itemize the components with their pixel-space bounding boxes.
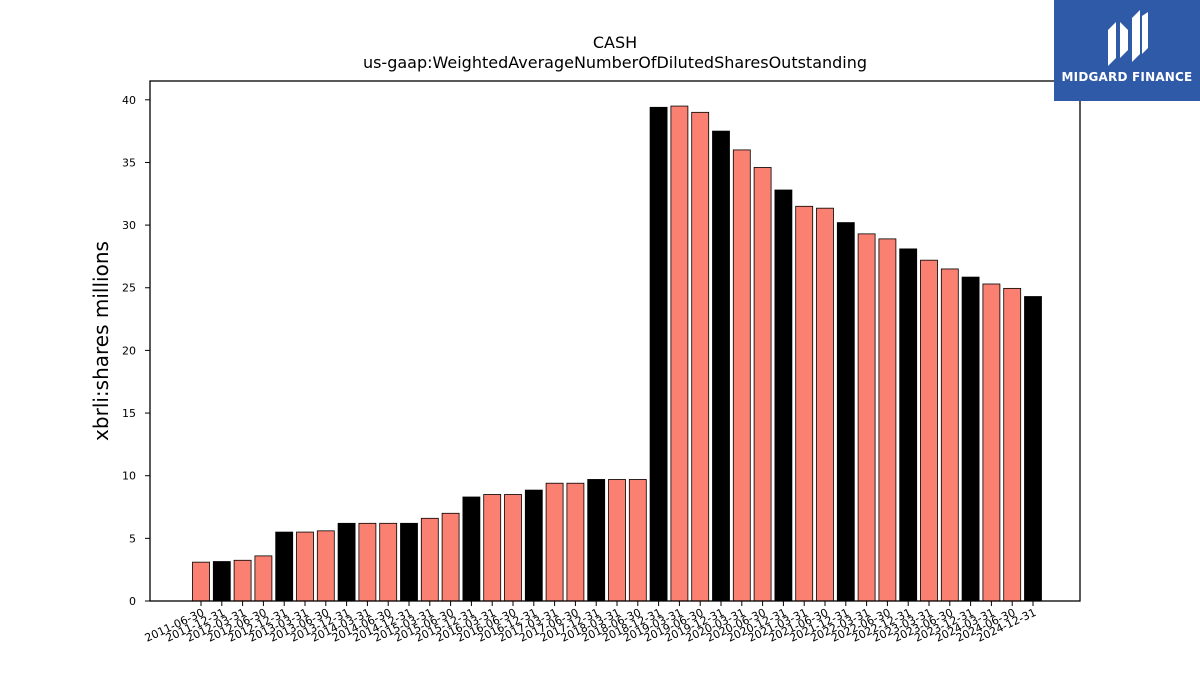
bar xyxy=(504,494,522,602)
bar xyxy=(483,494,502,602)
bar xyxy=(296,531,314,602)
bar xyxy=(587,479,606,602)
plot-frame xyxy=(149,80,1081,602)
bar xyxy=(566,482,585,602)
bar xyxy=(732,149,751,602)
y-tick-label: 30 xyxy=(122,219,136,232)
bar xyxy=(628,479,647,602)
y-tick-label: 25 xyxy=(122,282,136,295)
bar xyxy=(878,238,897,602)
y-ticks-group: 0 5 10 15 20 25 30 35 40 xyxy=(122,94,150,608)
bar xyxy=(608,479,626,602)
bar xyxy=(545,482,564,602)
bar xyxy=(1003,287,1022,602)
bar xyxy=(358,522,377,602)
bar xyxy=(753,167,772,602)
bar xyxy=(982,283,1001,602)
bar xyxy=(212,561,231,602)
bar xyxy=(961,276,980,602)
x-ticks-group: 2011-06-302011-12-312012-03-312012-06-30… xyxy=(143,601,1038,645)
bar xyxy=(1024,296,1042,602)
bar xyxy=(712,130,730,602)
bar xyxy=(400,522,418,602)
y-tick-label: 5 xyxy=(129,532,136,545)
bar xyxy=(795,205,814,602)
y-tick-label: 0 xyxy=(129,595,136,608)
y-tick-label: 10 xyxy=(122,470,136,483)
bar xyxy=(691,111,710,602)
bar xyxy=(254,555,273,602)
logo-mark-icon xyxy=(1108,10,1148,66)
bar xyxy=(857,233,876,602)
y-tick-label: 40 xyxy=(122,94,136,107)
bar xyxy=(670,105,689,602)
bar xyxy=(524,489,543,602)
bar xyxy=(379,522,398,602)
y-tick-label: 15 xyxy=(122,407,136,420)
chart-title: CASH xyxy=(593,33,637,52)
bar xyxy=(192,561,210,602)
bar xyxy=(940,268,959,602)
bar xyxy=(316,530,335,602)
bars-group xyxy=(192,105,1042,602)
y-axis-label: xbrli:shares millions xyxy=(89,241,113,441)
bar xyxy=(337,522,356,602)
y-tick-label: 35 xyxy=(122,156,136,169)
bar xyxy=(774,189,793,602)
logo-text: MIDGARD FINANCE xyxy=(1061,70,1193,84)
midgard-finance-logo: MIDGARD FINANCE xyxy=(1054,0,1200,101)
bar xyxy=(233,559,252,602)
bar xyxy=(462,496,481,602)
bar xyxy=(836,222,855,602)
bar xyxy=(920,259,938,602)
chart-subtitle: us-gaap:WeightedAverageNumberOfDilutedSh… xyxy=(363,53,867,72)
bar xyxy=(420,517,439,602)
bar xyxy=(816,207,834,602)
bar xyxy=(275,531,294,602)
bar xyxy=(649,106,668,602)
y-tick-label: 20 xyxy=(122,344,136,357)
bar xyxy=(441,512,460,602)
bar xyxy=(899,248,918,602)
